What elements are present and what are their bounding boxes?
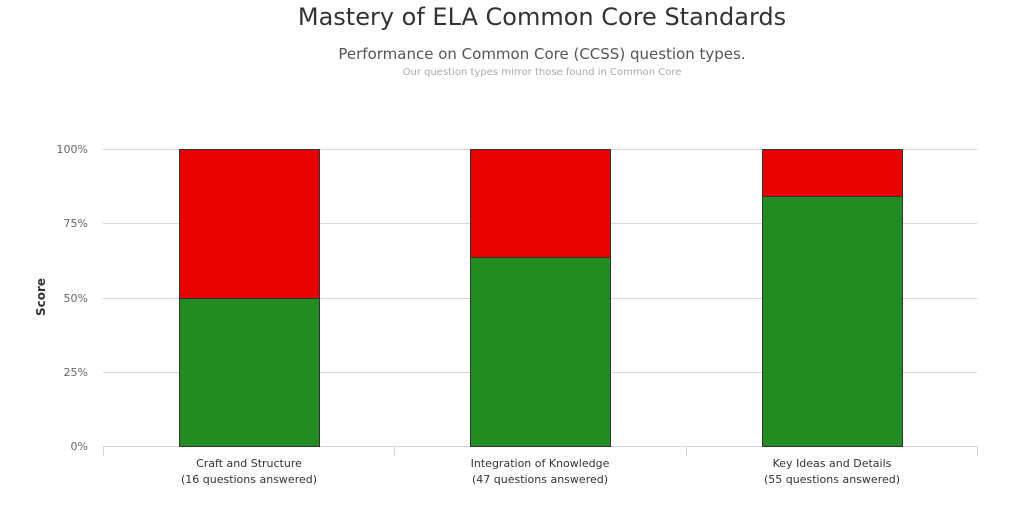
bar-segment-correct[interactable] — [471, 256, 610, 446]
bar-segment-correct[interactable] — [763, 195, 902, 446]
x-tick — [394, 446, 395, 456]
bar-segment-incorrect[interactable] — [180, 150, 319, 298]
y-tick-0: 0% — [70, 440, 88, 453]
category-name: Key Ideas and Details — [772, 457, 892, 470]
category-count: (55 questions answered) — [763, 473, 901, 486]
bar-segment-correct[interactable] — [180, 298, 319, 446]
chart-caption: Our question types mirror those found in… — [402, 67, 682, 78]
y-axis-title: Score — [34, 277, 49, 317]
bar-segment-incorrect[interactable] — [471, 150, 610, 257]
x-tick — [686, 446, 687, 456]
chart-title: Mastery of ELA Common Core Standards — [297, 3, 787, 31]
x-label-integration-of-knowledge: Integration of Knowledge (47 questions a… — [394, 456, 686, 488]
bar-craft-and-structure[interactable] — [179, 149, 320, 447]
bar-integration-of-knowledge[interactable] — [470, 149, 611, 447]
x-tick — [103, 446, 104, 456]
category-count: (16 questions answered) — [180, 473, 318, 486]
y-tick-25: 25% — [63, 366, 88, 379]
x-label-craft-and-structure: Craft and Structure (16 questions answer… — [103, 456, 395, 488]
category-count: (47 questions answered) — [471, 473, 609, 486]
chart-subtitle: Performance on Common Core (CCSS) questi… — [338, 45, 746, 63]
y-tick-100: 100% — [56, 143, 88, 156]
x-label-key-ideas-and-details: Key Ideas and Details (55 questions answ… — [686, 456, 978, 488]
category-name: Integration of Knowledge — [470, 457, 610, 470]
bar-key-ideas-and-details[interactable] — [762, 149, 903, 447]
category-name: Craft and Structure — [196, 457, 302, 470]
x-tick — [977, 446, 978, 456]
y-tick-75: 75% — [63, 217, 88, 230]
y-tick-50: 50% — [63, 292, 88, 305]
bar-segment-incorrect[interactable] — [763, 150, 902, 196]
